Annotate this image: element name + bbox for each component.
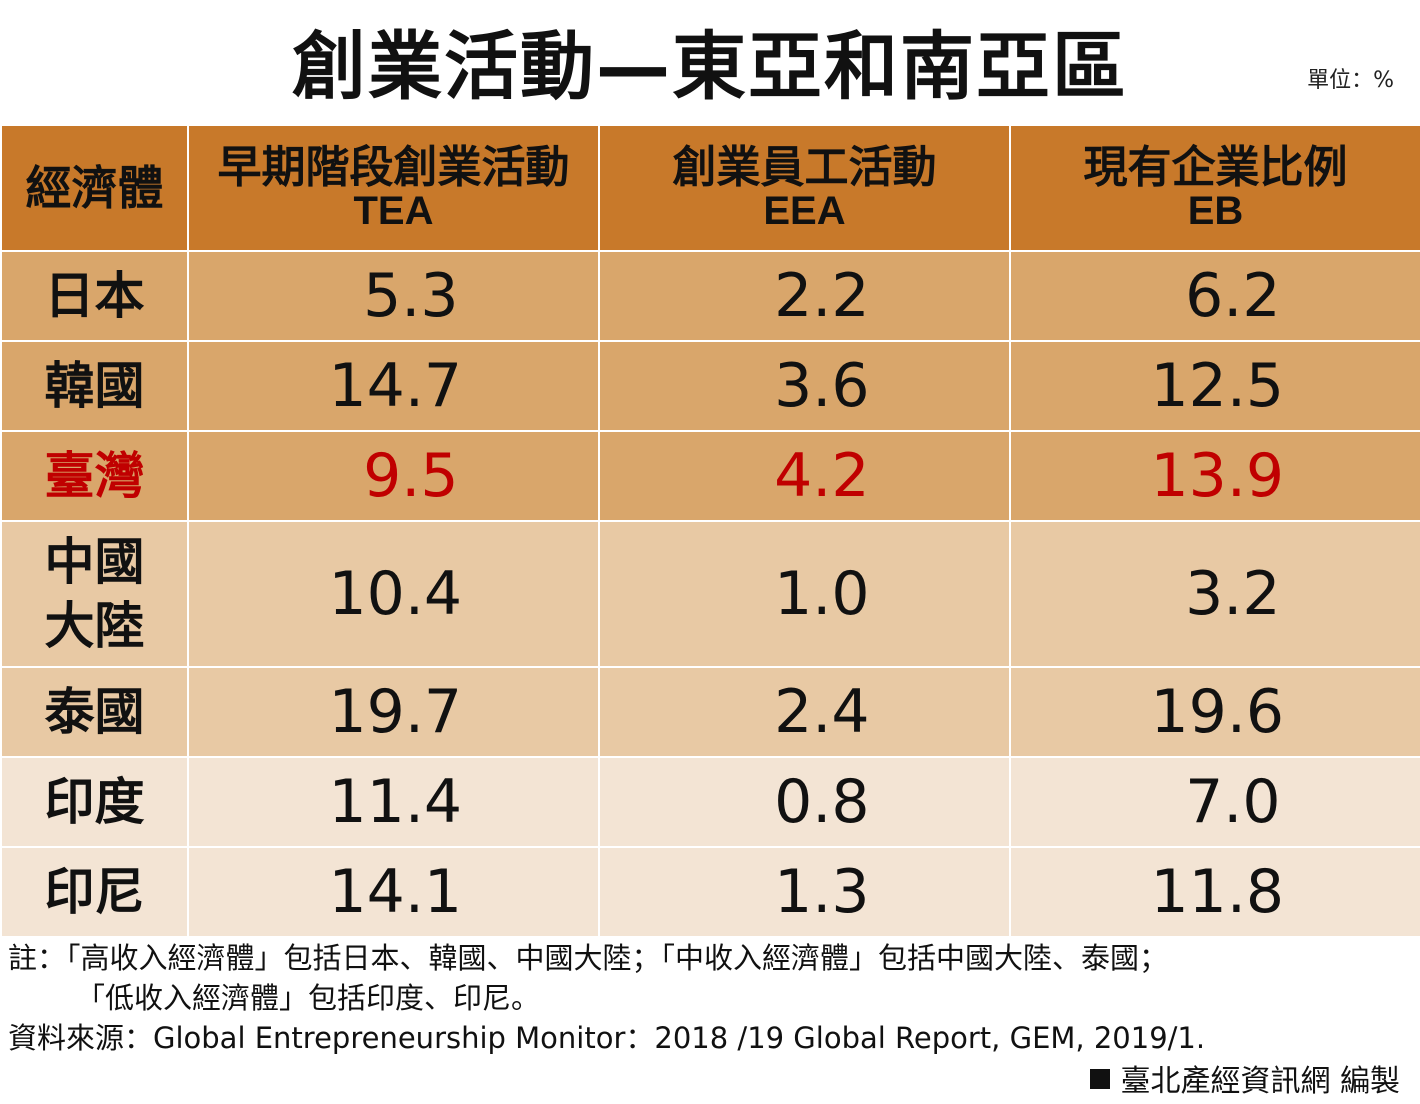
table-row: 印度 11.4 0.8 7.0 (0, 756, 1420, 848)
value-eea: 3.6 (774, 351, 870, 421)
header-eb-abbr: EB (1187, 189, 1244, 233)
header-economy-label: 經濟體 (25, 161, 164, 215)
economy-name-line: 印尼 (44, 863, 145, 921)
header-eb: 現有企業比例 EB (1009, 124, 1420, 252)
table-body: 日本 5.3 2.2 6.2 韓國 14.7 3.6 12.5 臺灣 9.5 4.2 13.9 中國大陸… (0, 250, 1420, 938)
value-tea: 19.7 (328, 677, 463, 747)
chart-title: 創業活動—東亞和南亞區 (292, 24, 1128, 110)
table-row: 中國大陸 10.4 1.0 3.2 (0, 520, 1420, 668)
value-eb: 3.2 (1185, 559, 1281, 629)
value-cell-eea: 2.2 (598, 250, 1011, 342)
data-table: 經濟體 早期階段創業活動 TEA 創業員工活動 EEA 現有企業比例 EB 日本… (0, 124, 1420, 938)
header-eea-label: 創業員工活動 (672, 142, 937, 193)
value-cell-eb: 11.8 (1009, 846, 1420, 938)
economy-name: 印度 (0, 756, 189, 848)
credit-text: 臺北產經資訊網 編製 (1120, 1064, 1400, 1099)
unit-label: 單位：% (1307, 68, 1394, 93)
value-eea: 2.2 (774, 261, 870, 331)
source-line: 資料來源：Global Entrepreneurship Monitor：201… (8, 1021, 1206, 1055)
value-cell-tea: 14.7 (187, 340, 600, 432)
value-cell-eb: 3.2 (1009, 520, 1420, 668)
value-cell-tea: 14.1 (187, 846, 600, 938)
credit: 臺北產經資訊網 編製 (1090, 1062, 1400, 1102)
value-eb: 13.9 (1150, 441, 1285, 511)
table-row: 泰國 19.7 2.4 19.6 (0, 666, 1420, 758)
economy-name: 中國 大陸 (0, 520, 189, 668)
economy-name-line: 泰國 (44, 683, 145, 741)
value-eea: 0.8 (774, 767, 870, 837)
value-eb: 19.6 (1150, 677, 1285, 747)
value-tea: 11.4 (328, 767, 463, 837)
value-cell-eb: 13.9 (1009, 430, 1420, 522)
value-eea: 4.2 (774, 441, 870, 511)
value-eea: 1.0 (774, 559, 870, 629)
value-cell-eea: 3.6 (598, 340, 1011, 432)
economy-name: 臺灣 (0, 430, 189, 522)
table-row: 韓國 14.7 3.6 12.5 (0, 340, 1420, 432)
value-eb: 11.8 (1150, 857, 1285, 927)
economy-name: 韓國 (0, 340, 189, 432)
value-cell-tea: 9.5 (187, 430, 600, 522)
value-tea: 9.5 (363, 441, 459, 511)
value-cell-eb: 12.5 (1009, 340, 1420, 432)
header-eea-abbr: EEA (763, 189, 846, 233)
value-eea: 1.3 (774, 857, 870, 927)
notes: 註：「高收入經濟體」包括日本、韓國、中國大陸；「中收入經濟體」包括中國大陸、泰國… (8, 938, 1205, 1058)
square-bullet-icon (1090, 1069, 1111, 1089)
value-tea: 5.3 (363, 261, 459, 331)
value-cell-tea: 19.7 (187, 666, 600, 758)
value-eb: 12.5 (1150, 351, 1285, 421)
table-row: 臺灣 9.5 4.2 13.9 (0, 430, 1420, 522)
value-cell-eea: 1.3 (598, 846, 1011, 938)
value-cell-eea: 1.0 (598, 520, 1011, 668)
economy-name: 日本 (0, 250, 189, 342)
economy-name-line: 日本 (44, 267, 145, 325)
value-cell-tea: 5.3 (187, 250, 600, 342)
economy-name-line: 韓國 (44, 357, 145, 415)
economy-name: 泰國 (0, 666, 189, 758)
value-cell-eb: 7.0 (1009, 756, 1420, 848)
header-tea-abbr: TEA (353, 189, 434, 233)
value-cell-eea: 2.4 (598, 666, 1011, 758)
value-cell-eea: 0.8 (598, 756, 1011, 848)
header-eea: 創業員工活動 EEA (598, 124, 1011, 252)
header-row: 經濟體 早期階段創業活動 TEA 創業員工活動 EEA 現有企業比例 EB (0, 124, 1420, 252)
value-cell-tea: 10.4 (187, 520, 600, 668)
economy-name-line: 臺灣 (44, 447, 145, 505)
value-cell-eea: 4.2 (598, 430, 1011, 522)
value-cell-tea: 11.4 (187, 756, 600, 848)
header-tea: 早期階段創業活動 TEA (187, 124, 600, 252)
value-cell-eb: 19.6 (1009, 666, 1420, 758)
header-eb-label: 現有企業比例 (1083, 142, 1348, 193)
value-tea: 14.7 (328, 351, 463, 421)
header-tea-label: 早期階段創業活動 (217, 142, 570, 193)
economy-name-line: 中國 (44, 533, 145, 591)
table-row: 印尼 14.1 1.3 11.8 (0, 846, 1420, 938)
table-row: 日本 5.3 2.2 6.2 (0, 250, 1420, 342)
note-line-2: 「低收入經濟體」包括印度、印尼。 (76, 981, 541, 1015)
header-economy: 經濟體 (0, 124, 189, 252)
economy-name-line: 印度 (44, 773, 145, 831)
note-line-1: 註：「高收入經濟體」包括日本、韓國、中國大陸；「中收入經濟體」包括中國大陸、泰國… (8, 941, 1169, 975)
value-tea: 10.4 (328, 559, 463, 629)
economy-name: 印尼 (0, 846, 189, 938)
value-cell-eb: 6.2 (1009, 250, 1420, 342)
value-eea: 2.4 (774, 677, 870, 747)
value-eb: 6.2 (1185, 261, 1281, 331)
value-tea: 14.1 (328, 857, 463, 927)
economy-name-line: 大陸 (44, 597, 145, 655)
value-eb: 7.0 (1185, 767, 1281, 837)
